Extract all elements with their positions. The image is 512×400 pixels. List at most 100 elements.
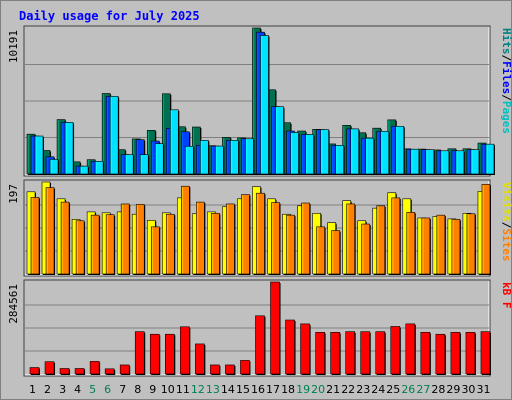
day-label-18: 18 — [281, 383, 295, 396]
day-label-26: 26 — [401, 383, 415, 396]
bar-pages-day-10 — [169, 109, 180, 175]
bar-pages-day-14 — [230, 140, 240, 175]
bar-sites-day-5 — [90, 214, 101, 275]
bar-sites-day-4 — [75, 220, 86, 275]
bar-sites-day-24 — [376, 205, 386, 275]
bar-pages-day-6 — [109, 96, 120, 175]
bar-sites-day-29 — [451, 219, 461, 275]
bar-sites-day-17 — [271, 202, 281, 275]
day-label-15: 15 — [236, 383, 250, 396]
bar-sites-day-8 — [135, 204, 146, 275]
bar-pages-day-3 — [64, 122, 75, 175]
day-label-28: 28 — [431, 383, 445, 396]
bar-kb-f-day-27 — [420, 331, 431, 375]
series-label-separator: / — [500, 55, 512, 62]
bar-pages-day-31 — [485, 143, 495, 175]
bar-pages-day-30 — [470, 149, 480, 175]
day-label-6: 6 — [104, 383, 111, 396]
bar-pages-day-23 — [365, 137, 375, 175]
bar-sites-day-1 — [30, 197, 40, 275]
bar-kb-f-day-2 — [44, 361, 56, 375]
bar-pages-day-19 — [305, 134, 315, 175]
bar-kb-f-day-3 — [59, 368, 71, 375]
bar-pages-day-13 — [215, 145, 225, 175]
bar-pages-day-16 — [260, 35, 270, 175]
bar-pages-day-28 — [440, 150, 450, 175]
bar-kb-f-day-9 — [149, 333, 161, 375]
series-label-pages: Pages — [500, 101, 512, 134]
day-label-3: 3 — [59, 383, 66, 396]
day-label-14: 14 — [221, 383, 235, 396]
chart-title: Daily usage for July 2025 — [19, 9, 200, 23]
day-label-12: 12 — [191, 383, 205, 396]
series-label-sites: Sites — [500, 228, 512, 261]
bar-kb-f-day-19 — [300, 323, 311, 375]
day-label-20: 20 — [311, 383, 325, 396]
bar-sites-day-25 — [391, 197, 401, 275]
bar-kb-f-day-22 — [345, 331, 356, 375]
bar-kb-f-day-16 — [255, 315, 266, 375]
bar-sites-day-23 — [361, 223, 371, 275]
day-label-29: 29 — [446, 383, 460, 396]
day-label-13: 13 — [206, 383, 220, 396]
bar-kb-f-day-28 — [435, 333, 446, 375]
bar-kb-f-day-4 — [74, 368, 86, 375]
bar-sites-day-2 — [45, 187, 56, 275]
panel-2-max-label: 197 — [7, 184, 20, 204]
bar-kb-f-day-26 — [405, 323, 416, 375]
bar-pages-day-17 — [275, 106, 285, 175]
day-label-1: 1 — [29, 383, 36, 396]
bar-kb-f-day-1 — [29, 367, 40, 375]
bar-kb-f-day-18 — [285, 319, 296, 375]
bar-kb-f-day-24 — [375, 331, 386, 375]
bar-pages-day-18 — [290, 132, 300, 175]
bar-sites-day-10 — [165, 213, 176, 275]
bar-kb-f-day-23 — [360, 331, 371, 375]
day-label-27: 27 — [416, 383, 430, 396]
bar-pages-day-22 — [350, 128, 360, 175]
bar-kb-f-day-8 — [134, 331, 146, 375]
series-label-visits: Visits — [500, 182, 512, 222]
bar-pages-day-25 — [395, 125, 405, 175]
day-label-31: 31 — [476, 383, 490, 396]
day-label-19: 19 — [296, 383, 310, 396]
bar-kb-f-day-30 — [465, 331, 476, 375]
day-label-5: 5 — [89, 383, 96, 396]
series-label-files: Files — [500, 61, 512, 94]
bar-kb-f-day-25 — [390, 326, 401, 375]
day-label-24: 24 — [371, 383, 385, 396]
bar-sites-day-22 — [346, 203, 356, 275]
day-label-22: 22 — [341, 383, 355, 396]
bar-pages-day-5 — [94, 161, 105, 175]
bar-sites-day-6 — [105, 214, 116, 275]
bar-pages-day-9 — [154, 143, 165, 175]
day-label-4: 4 — [74, 383, 81, 396]
series-label-hits: Hits — [500, 28, 512, 55]
day-label-30: 30 — [461, 383, 475, 396]
bar-pages-day-21 — [335, 145, 345, 175]
day-label-17: 17 — [266, 383, 280, 396]
panel-1-series-label: Hits/Files/Pages — [500, 28, 512, 134]
bar-sites-day-15 — [241, 194, 251, 275]
bar-kb-f-day-15 — [240, 360, 251, 375]
day-label-23: 23 — [356, 383, 370, 396]
bar-pages-day-2 — [49, 159, 60, 175]
bar-kb-f-day-17 — [270, 281, 281, 375]
bar-pages-day-7 — [124, 154, 135, 175]
day-label-2: 2 — [44, 383, 51, 396]
bar-kb-f-day-12 — [195, 343, 206, 375]
day-label-11: 11 — [176, 383, 190, 396]
bar-kb-f-day-13 — [210, 364, 221, 375]
bar-sites-day-19 — [301, 202, 311, 275]
bar-sites-day-26 — [406, 212, 416, 275]
day-label-8: 8 — [134, 383, 141, 396]
bar-sites-day-12 — [196, 201, 206, 275]
bar-pages-day-29 — [455, 150, 465, 175]
bar-sites-day-9 — [150, 226, 161, 275]
bar-kb-f-day-14 — [225, 364, 236, 375]
bar-sites-day-14 — [226, 203, 236, 275]
day-label-10: 10 — [161, 383, 175, 396]
series-label-separator: / — [500, 222, 512, 229]
panel-1-max-label: 10191 — [7, 30, 20, 63]
